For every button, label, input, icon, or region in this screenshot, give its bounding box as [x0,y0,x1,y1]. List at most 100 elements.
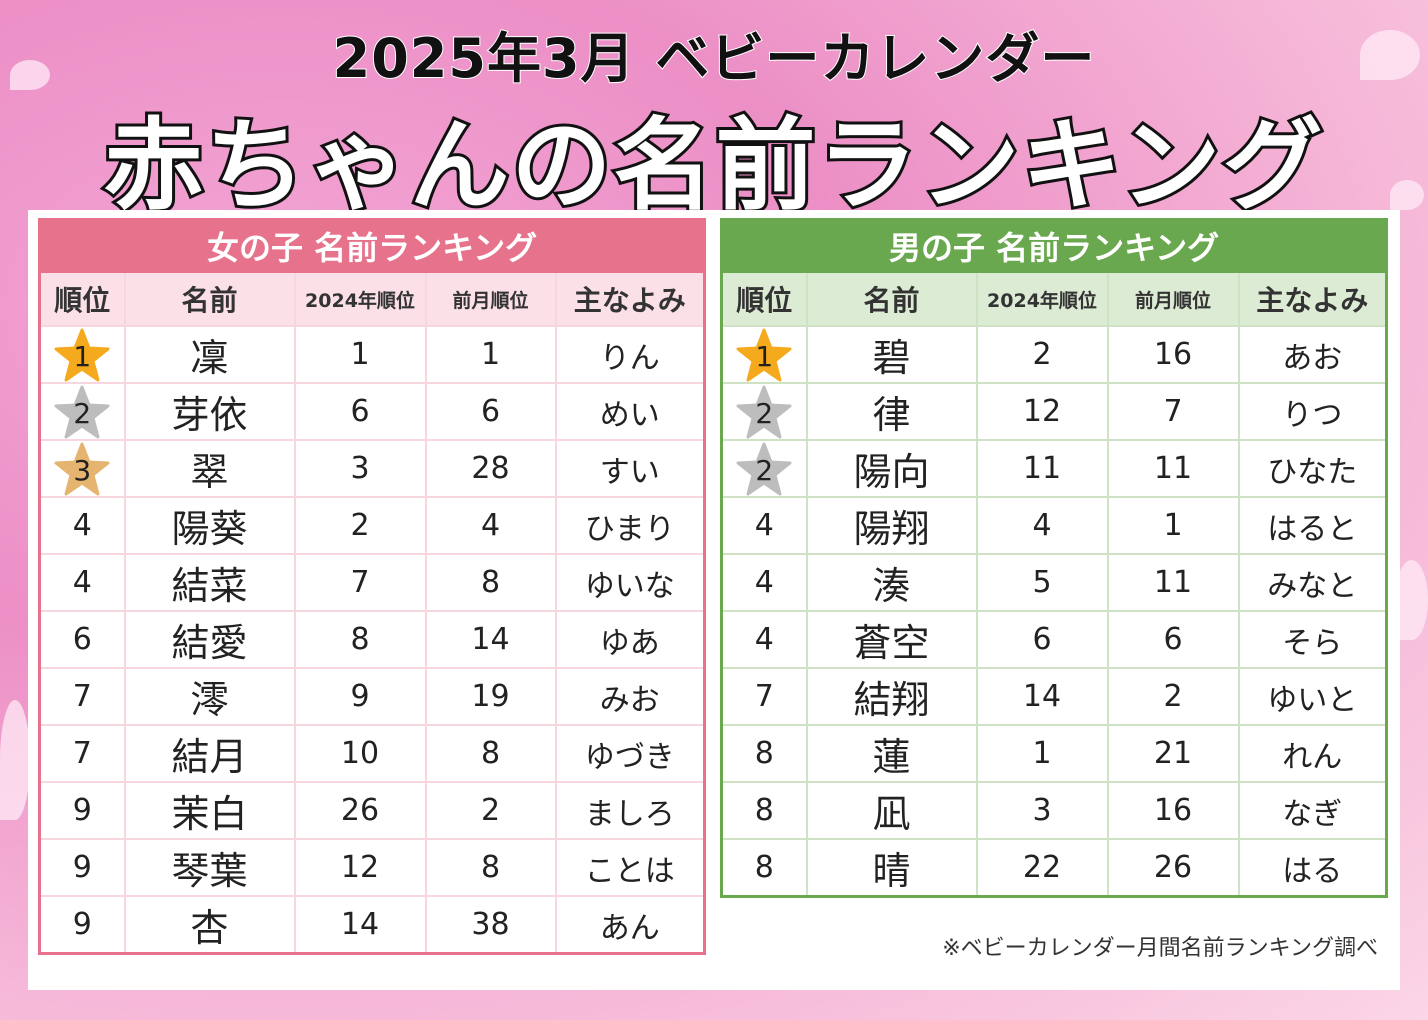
rank-cell: 7 [38,724,126,783]
prev-month-cell: 4 [424,496,557,555]
table-row: 6 結愛 8 14 ゆあ [38,610,706,669]
name-cell: 茉白 [123,781,296,840]
rank-cell: 8 [720,724,808,783]
prev-month-cell: 11 [1106,439,1240,498]
name-cell: 結愛 [123,610,296,669]
prev-month-cell: 16 [1106,325,1240,384]
column-header-rank: 順位 [720,271,808,327]
name-cell: 杏 [123,895,296,955]
petal-decoration [10,60,50,90]
reading-cell: はる [1237,838,1388,898]
name-cell: 碧 [805,325,978,384]
column-header-name: 名前 [123,271,296,327]
rank-number: 2 [755,453,774,487]
prev-month-cell: 1 [424,325,557,384]
prev-month-cell: 11 [1106,553,1240,612]
reading-cell: はると [1237,496,1388,555]
reading-cell: ゆづき [554,724,706,783]
reading-cell: ゆあ [554,610,706,669]
reading-cell: ましろ [554,781,706,840]
name-cell: 琴葉 [123,838,296,897]
rank-2024-cell: 8 [293,610,427,669]
rank-number: 1 [73,339,92,373]
reading-cell: ことは [554,838,706,897]
table-row: 2 律 12 7 りつ [720,382,1388,441]
table-row: 1 碧 2 16 あお [720,325,1388,384]
rank-2024-cell: 12 [293,838,427,897]
rank-2024-cell: 7 [293,553,427,612]
table-row: 4 陽葵 2 4 ひまり [38,496,706,555]
table-row: 2 芽依 6 6 めい [38,382,706,441]
reading-cell: ひまり [554,496,706,555]
rank-cell: 3 [38,439,126,498]
table-row: 8 蓮 1 21 れん [720,724,1388,783]
name-cell: 晴 [805,838,978,898]
name-cell: 陽翔 [805,496,978,555]
column-header-name: 名前 [805,271,978,327]
prev-month-cell: 14 [424,610,557,669]
rank-cell: 9 [38,838,126,897]
table-row: 9 茉白 26 2 ましろ [38,781,706,840]
prev-month-cell: 21 [1106,724,1240,783]
rank-2024-cell: 5 [975,553,1109,612]
rank-cell: 9 [38,781,126,840]
rank-cell: 2 [720,382,808,441]
name-cell: 結月 [123,724,296,783]
rank-2024-cell: 26 [293,781,427,840]
table-row: 7 結翔 14 2 ゆいと [720,667,1388,726]
reading-cell: みお [554,667,706,726]
prev-month-cell: 7 [1106,382,1240,441]
rank-number: 2 [73,396,92,430]
column-header-rank-2024: 2024年順位 [975,271,1109,327]
rank-2024-cell: 6 [975,610,1109,669]
rank-cell: 8 [720,781,808,840]
reading-cell: すい [554,439,706,498]
rank-cell: 7 [38,667,126,726]
rank-2024-cell: 14 [293,895,427,955]
girls-ranking-table: 女の子 名前ランキング 順位 名前 2024年順位 前月順位 主なよみ 1 凜 1 1 りん 2 芽依 6… [38,218,707,955]
prev-month-cell: 19 [424,667,557,726]
rank-cell: 7 [720,667,808,726]
name-cell: 湊 [805,553,978,612]
column-header-reading: 主なよみ [554,271,706,327]
prev-month-cell: 26 [1106,838,1240,898]
rank-number: 2 [755,396,774,430]
table-row: 1 凜 1 1 りん [38,325,706,384]
column-header-prev-month: 前月順位 [1106,271,1240,327]
rank-2024-cell: 1 [975,724,1109,783]
table-row: 7 澪 9 19 みお [38,667,706,726]
silver-star-icon: 2 [54,385,110,439]
petal-decoration [1390,180,1424,210]
silver-star-icon: 2 [736,442,792,496]
rank-2024-cell: 6 [293,382,427,441]
prev-month-cell: 16 [1106,781,1240,840]
prev-month-cell: 2 [1106,667,1240,726]
petal-decoration [1395,560,1428,640]
table-row: 3 翠 3 28 すい [38,439,706,498]
name-cell: 蒼空 [805,610,978,669]
rank-2024-cell: 3 [293,439,427,498]
bronze-star-icon: 3 [54,442,110,496]
reading-cell: みなと [1237,553,1388,612]
name-cell: 澪 [123,667,296,726]
reading-cell: ゆいと [1237,667,1388,726]
reading-cell: めい [554,382,706,441]
boys-table-title: 男の子 名前ランキング [720,218,1388,273]
prev-month-cell: 2 [424,781,557,840]
boys-ranking-table: 男の子 名前ランキング 順位 名前 2024年順位 前月順位 主なよみ 1 碧 2 16 あお 2 律 1… [720,218,1389,898]
table-row: 4 湊 5 11 みなと [720,553,1388,612]
prev-month-cell: 6 [424,382,557,441]
reading-cell: れん [1237,724,1388,783]
reading-cell: そら [1237,610,1388,669]
rank-cell: 9 [38,895,126,955]
column-header-rank: 順位 [38,271,126,327]
reading-cell: あお [1237,325,1388,384]
prev-month-cell: 8 [424,838,557,897]
name-cell: 蓮 [805,724,978,783]
rank-cell: 1 [720,325,808,384]
prev-month-cell: 8 [424,553,557,612]
rank-cell: 4 [720,553,808,612]
column-header-prev-month: 前月順位 [424,271,557,327]
table-row: 9 琴葉 12 8 ことは [38,838,706,897]
rank-cell: 2 [38,382,126,441]
